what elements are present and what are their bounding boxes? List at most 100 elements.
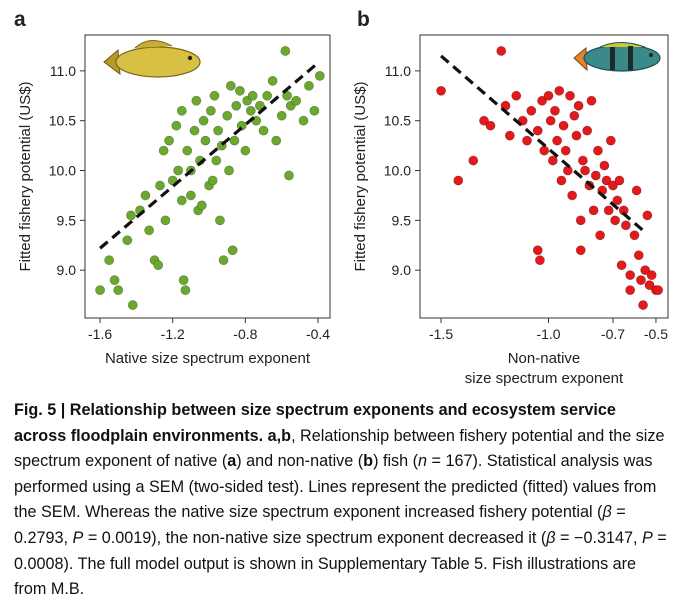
data-point: [625, 270, 636, 281]
data-point: [644, 280, 655, 291]
data-point: [173, 165, 184, 176]
data-point: [171, 120, 182, 131]
data-point: [267, 75, 278, 86]
data-point: [588, 205, 599, 216]
caption-text: ) fish (: [373, 452, 419, 471]
data-point: [636, 275, 646, 286]
x-axis-label: size spectrum exponent: [465, 370, 624, 387]
data-point: [532, 245, 543, 256]
data-point: [631, 185, 642, 196]
y-tick-label: 10.0: [49, 163, 76, 179]
x-tick-label: -0.8: [233, 326, 257, 342]
data-point: [153, 260, 164, 271]
data-point: [200, 135, 211, 146]
fish-illustration-non-native: [573, 42, 661, 72]
data-point: [599, 160, 610, 171]
caption-text: b: [281, 426, 292, 445]
data-point: [539, 145, 550, 156]
data-point: [616, 260, 627, 271]
data-point: [189, 125, 200, 136]
data-point: [280, 46, 291, 56]
y-axis-label: Fitted fishery potential (US$): [352, 81, 369, 271]
data-point: [556, 175, 567, 186]
panel-label: b: [357, 8, 370, 31]
plot-frame: [419, 34, 669, 319]
data-point: [182, 145, 193, 156]
y-tick-label: 11.0: [50, 63, 76, 79]
data-point: [211, 155, 222, 166]
x-tick-label: -1.2: [161, 326, 185, 342]
y-axis-label: Fitted fishery potential (US$): [17, 81, 34, 271]
data-point: [122, 235, 133, 246]
data-point: [601, 175, 612, 186]
data-point: [205, 105, 216, 116]
data-point: [304, 80, 314, 91]
caption-text: , Relationship between fishery potential…: [14, 426, 665, 471]
data-point: [565, 90, 575, 101]
y-tick-label: 9.5: [57, 212, 77, 228]
data-point: [198, 115, 209, 126]
data-point: [127, 300, 138, 310]
caption-text: Fig. 5 | Relationship between size spect…: [14, 401, 616, 445]
caption-text: = 0.2793,: [14, 503, 626, 547]
data-point: [213, 125, 224, 136]
data-point: [535, 255, 545, 266]
data-point: [215, 215, 225, 226]
data-point: [309, 105, 320, 116]
data-point: [620, 220, 631, 231]
x-tick-label: -1.0: [536, 326, 560, 342]
data-point: [227, 245, 238, 256]
data-point: [543, 90, 554, 101]
y-tick-label: 11.0: [385, 63, 411, 79]
data-point: [586, 95, 597, 106]
data-point: [291, 95, 302, 106]
data-point: [196, 200, 207, 211]
data-point: [240, 145, 251, 156]
data-point: [573, 100, 584, 111]
data-point: [545, 115, 556, 126]
x-tick-label: -0.5: [644, 326, 668, 342]
data-point: [191, 95, 202, 106]
data-point: [126, 210, 136, 221]
data-point: [640, 265, 651, 276]
data-point: [537, 95, 547, 106]
data-point: [109, 275, 120, 286]
panel-label: a: [14, 8, 26, 31]
data-point: [164, 135, 174, 146]
data-point: [550, 105, 560, 116]
data-point: [612, 195, 623, 206]
caption-text: ) and non-native (: [236, 452, 364, 471]
data-point: [496, 46, 507, 56]
data-point: [160, 215, 171, 226]
y-tick-label: 9.5: [392, 212, 412, 228]
data-point: [180, 285, 191, 295]
caption-text: = 167). Statistical analysis was perform…: [14, 452, 657, 522]
caption-text: n: [418, 452, 428, 471]
x-tick-label: -1.6: [88, 326, 112, 342]
data-point: [176, 195, 187, 206]
caption-text: b: [363, 452, 374, 471]
data-point: [176, 105, 187, 116]
data-point: [178, 275, 189, 286]
data-point: [155, 180, 165, 191]
caption-text: P: [72, 528, 84, 547]
x-axis-label: Non-native: [508, 350, 581, 367]
data-point: [207, 175, 218, 186]
x-tick-label: -0.7: [601, 326, 625, 342]
data-point: [605, 135, 616, 146]
data-point: [532, 125, 543, 136]
data-point: [468, 155, 479, 166]
x-tick-label: -1.5: [429, 326, 453, 342]
data-point: [298, 115, 309, 126]
data-point: [453, 175, 464, 186]
fit-line: [440, 54, 647, 234]
data-point: [185, 190, 196, 201]
data-point: [558, 120, 569, 131]
data-point: [614, 175, 625, 186]
figure-caption: Fig. 5 | Relationship between size spect…: [14, 398, 672, 603]
data-point: [569, 110, 580, 121]
fit-line: [99, 61, 320, 250]
data-point: [633, 250, 644, 261]
data-point: [552, 135, 563, 146]
